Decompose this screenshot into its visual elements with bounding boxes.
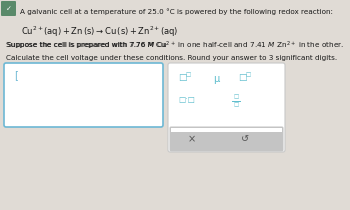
Text: Suppose the cell is prepared with 7.76 $M$ Cu$^{2+}$ in one half-cell and 7.41 $: Suppose the cell is prepared with 7.76 $… (6, 40, 344, 52)
Bar (171, 128, 282, 132)
Text: □: □ (178, 73, 187, 82)
FancyBboxPatch shape (169, 126, 284, 151)
Text: A galvanic cell at a temperature of 25.0 °C is powered by the following redox re: A galvanic cell at a temperature of 25.0… (20, 8, 333, 15)
Text: □·□: □·□ (178, 95, 195, 104)
FancyBboxPatch shape (1, 1, 16, 16)
Text: ↺: ↺ (241, 134, 249, 144)
Text: □: □ (245, 72, 250, 77)
Text: [: [ (14, 70, 18, 80)
Text: ×: × (188, 134, 196, 144)
Text: □: □ (185, 72, 190, 77)
Text: Calculate the cell voltage under these conditions. Round your answer to 3 signif: Calculate the cell voltage under these c… (6, 55, 337, 61)
Text: ✓: ✓ (6, 5, 12, 12)
FancyBboxPatch shape (168, 63, 285, 152)
Text: μ: μ (213, 74, 219, 84)
Text: Suppose the cell is prepared with 7.76 M Cu: Suppose the cell is prepared with 7.76 M… (6, 42, 166, 48)
Text: □: □ (238, 73, 246, 82)
FancyBboxPatch shape (4, 63, 163, 127)
Text: □: □ (233, 94, 238, 99)
Text: $\mathrm{Cu^{2+}(aq)+Zn\,(s)\rightarrow Cu\,(s)+Zn^{2+}(aq)}$: $\mathrm{Cu^{2+}(aq)+Zn\,(s)\rightarrow … (21, 25, 179, 39)
Text: □: □ (233, 102, 238, 107)
